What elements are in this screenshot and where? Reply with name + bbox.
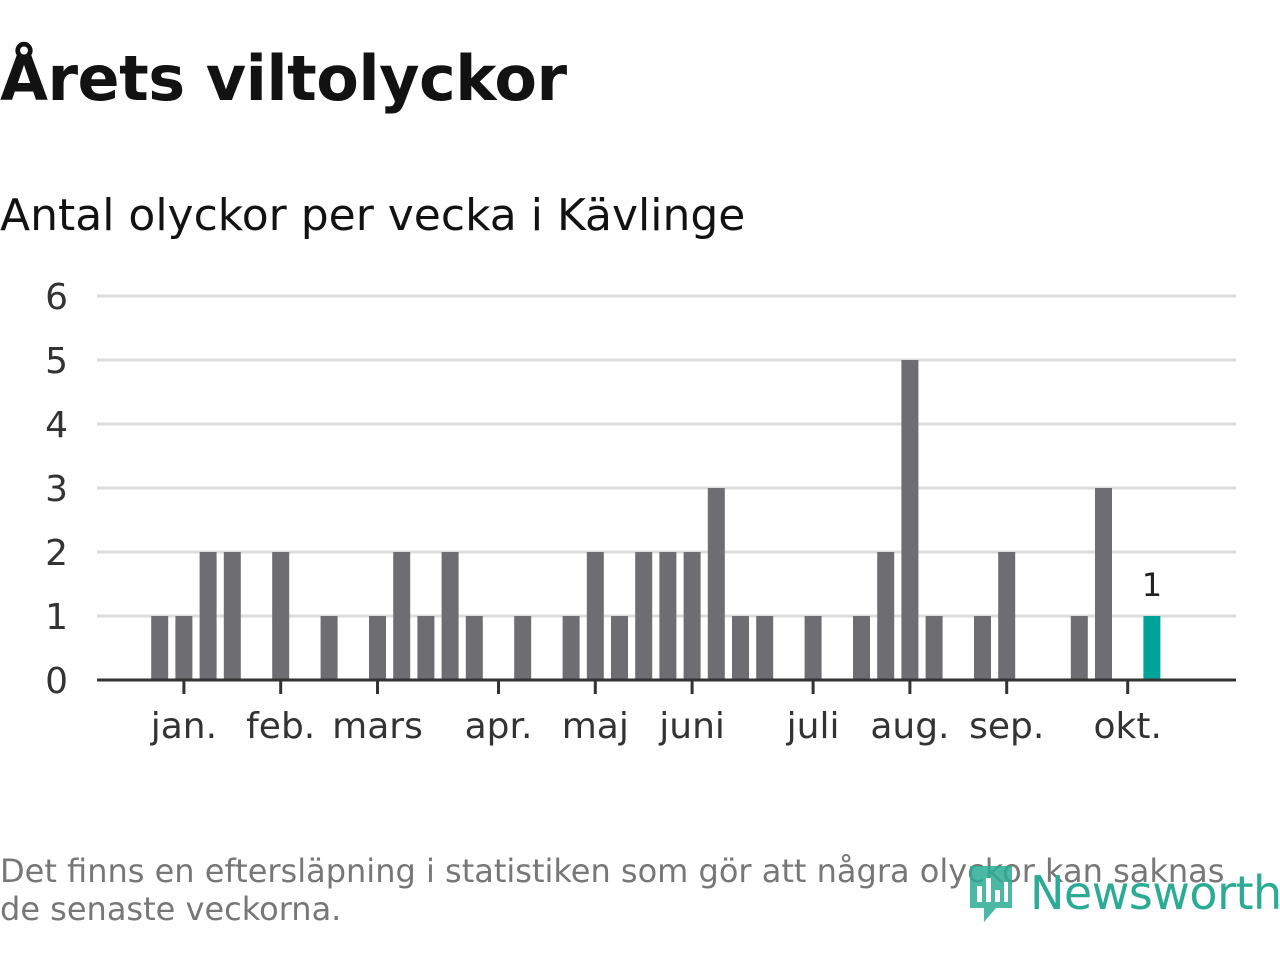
bar — [151, 616, 169, 680]
bar — [1070, 616, 1088, 680]
bar — [223, 552, 241, 680]
y-tick-label: 5 — [45, 341, 68, 382]
bar — [369, 616, 386, 680]
bar — [611, 616, 628, 680]
bar — [393, 552, 411, 680]
y-tick-label: 6 — [45, 277, 68, 318]
bar — [586, 552, 604, 680]
newsworthy-logo-icon — [970, 866, 1012, 922]
chart-title: Årets viltolyckor — [0, 42, 567, 115]
x-tick-label: okt. — [1093, 706, 1161, 747]
data-labels: 1 — [1142, 566, 1162, 604]
x-tick-label: sep. — [969, 706, 1044, 747]
bar — [877, 552, 895, 680]
x-tick-label: juli — [786, 706, 840, 747]
brand-name: Newsworthy — [1030, 866, 1280, 920]
data-label: 1 — [1142, 566, 1162, 604]
bar — [732, 616, 749, 680]
y-tick-label: 4 — [45, 405, 68, 446]
bar — [417, 616, 435, 680]
y-tick-label: 1 — [45, 597, 68, 638]
bar — [514, 616, 532, 680]
x-tick-label: feb. — [246, 706, 315, 747]
y-tick-label: 3 — [45, 469, 68, 510]
x-tick-label: juni — [658, 706, 725, 747]
bar — [320, 616, 338, 680]
y-axis-ticks: 0 1 2 3 4 5 6 — [45, 277, 68, 702]
bar — [272, 552, 290, 680]
bar — [925, 616, 943, 680]
bar — [804, 616, 822, 680]
newsworthy-logo: Newsworthy — [966, 860, 1280, 926]
bar — [901, 360, 919, 680]
bar — [441, 552, 459, 680]
bar — [465, 616, 483, 680]
y-tick-label: 0 — [45, 661, 68, 702]
bar — [756, 616, 774, 680]
x-tick-label: aug. — [870, 706, 949, 747]
x-tick-label: maj — [562, 706, 629, 747]
bar — [974, 616, 991, 680]
x-tick-label: apr. — [465, 706, 533, 747]
x-tick-label: mars — [332, 706, 423, 747]
bar — [683, 552, 701, 680]
bar — [659, 552, 677, 680]
bar — [853, 616, 870, 680]
bars — [151, 360, 1161, 680]
y-tick-label: 2 — [45, 533, 68, 574]
footnote: Det finns en eftersläpning i statistiken… — [0, 852, 1225, 928]
bar — [998, 552, 1016, 680]
bar-highlight — [1143, 616, 1161, 680]
bar — [175, 616, 193, 680]
bar — [562, 616, 580, 680]
bar — [707, 488, 725, 680]
bar — [635, 552, 653, 680]
x-tick-label: jan. — [150, 706, 217, 747]
x-axis: jan. feb. mars apr. maj juni juli aug. sep. okt. — [97, 678, 1236, 747]
chart-subtitle: Antal olyckor per vecka i Kävlinge — [0, 190, 746, 241]
bar — [1095, 488, 1112, 680]
bar — [199, 552, 217, 680]
